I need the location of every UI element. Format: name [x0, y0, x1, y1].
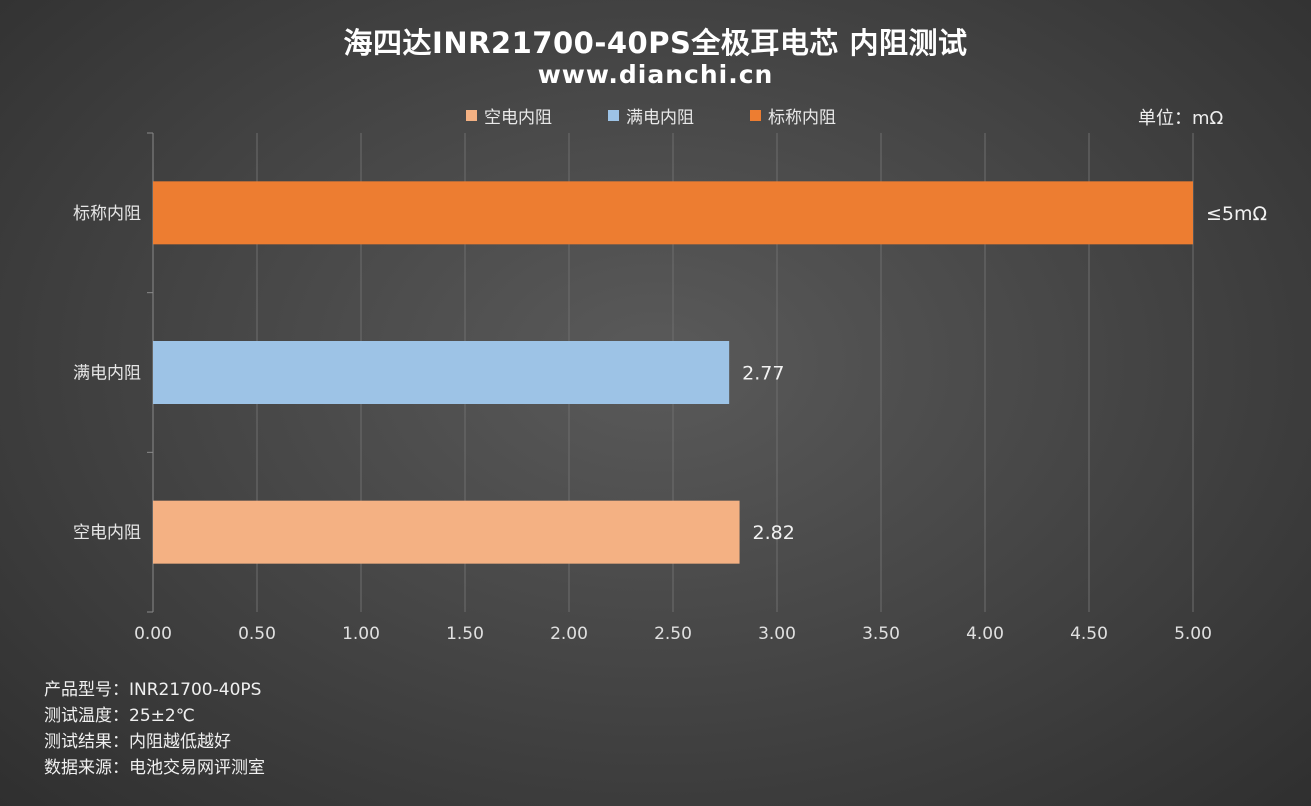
legend-item-empty: 空电内阻 — [466, 103, 552, 128]
x-tick-label-2: 1.00 — [342, 624, 380, 644]
legend-item-full: 满电内阻 — [608, 103, 694, 128]
footer-notes: 产品型号：INR21700-40PS 测试温度：25±2℃ 测试结果：内阻越低越… — [44, 677, 265, 781]
legend-label-nominal: 标称内阻 — [768, 107, 836, 128]
legend-label-full: 满电内阻 — [626, 107, 694, 128]
footer-model: 产品型号：INR21700-40PS — [44, 680, 262, 700]
bar-1 — [153, 341, 730, 404]
category-label-0: 标称内阻 — [73, 204, 141, 224]
legend-swatch-empty — [466, 109, 477, 121]
legend: 空电内阻 满电内阻 标称内阻 — [466, 103, 892, 128]
x-tick-label-7: 3.50 — [862, 624, 900, 644]
x-tick-label-6: 3.00 — [758, 624, 796, 644]
x-tick-label-9: 4.50 — [1070, 624, 1108, 644]
category-label-1: 满电内阻 — [73, 364, 141, 384]
x-tick-label-0: 0.00 — [134, 624, 172, 644]
data-label-0: ≤5mΩ — [1206, 203, 1267, 225]
x-tick-label-5: 2.50 — [654, 624, 692, 644]
data-label-1: 2.77 — [742, 363, 784, 385]
legend-label-empty: 空电内阻 — [484, 107, 552, 128]
legend-swatch-nominal — [750, 109, 761, 121]
legend-item-nominal: 标称内阻 — [750, 103, 836, 128]
chart-title: 海四达INR21700-40PS全极耳电芯 内阻测试 — [343, 26, 968, 60]
x-tick-label-1: 0.50 — [238, 624, 276, 644]
chart-subtitle: www.dianchi.cn — [537, 60, 774, 89]
bar-0 — [153, 181, 1193, 245]
bar-2 — [153, 500, 740, 564]
unit-label: 单位：mΩ — [1138, 108, 1224, 129]
x-tick-label-4: 2.00 — [550, 624, 588, 644]
footer-source: 数据来源：电池交易网评测室 — [44, 758, 265, 778]
x-tick-label-10: 5.00 — [1174, 624, 1212, 644]
x-tick-label-3: 1.50 — [446, 624, 484, 644]
footer-temperature: 测试温度：25±2℃ — [44, 706, 195, 726]
data-label-2: 2.82 — [753, 522, 795, 544]
category-label-2: 空电内阻 — [73, 523, 141, 543]
legend-swatch-full — [608, 109, 619, 121]
footer-result: 测试结果：内阻越低越好 — [44, 732, 231, 752]
x-tick-label-8: 4.00 — [966, 624, 1004, 644]
